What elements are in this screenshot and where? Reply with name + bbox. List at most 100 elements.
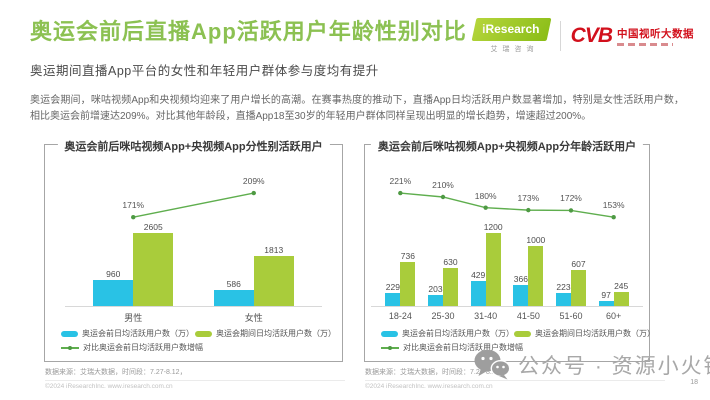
trend-point (440, 194, 446, 200)
plot-area: 229 736 18-24 203 630 25-30 429 1200 31-40 366 100… (371, 173, 643, 321)
trend-point (251, 190, 256, 196)
legend-label: 对比奥运会前日均活跃用户数增幅 (83, 343, 203, 352)
axis-category-label: 51-60 (559, 311, 583, 321)
age-chart-box: 奥运会前后咪咕视频App+央视频App分年龄活跃用户 229 736 18-24 20… (364, 138, 655, 362)
footer-divider (45, 380, 345, 381)
bar-value-label: 1000 (526, 234, 546, 245)
bar (556, 293, 571, 307)
cvb-logo: CVB 中国视听大数据 (571, 24, 694, 48)
bar (400, 261, 416, 307)
logo-divider (559, 21, 561, 51)
bar-value-label: 366 (513, 273, 528, 284)
page-number: 18 (690, 379, 698, 386)
trend-point (568, 208, 574, 213)
legend-label: 奥运会前日均活跃用户数（万） (82, 329, 194, 338)
bar-value-label: 223 (556, 282, 571, 293)
line-value-label: 172% (560, 193, 582, 204)
trend-line (398, 190, 616, 220)
data-source-note: 数据来源：艾瑞大数据，时间段：7.27-8.12， (365, 369, 507, 376)
line-value-label: 173% (517, 193, 540, 204)
bar-value-label: 429 (471, 269, 486, 280)
bar-value-label: 1200 (483, 222, 503, 233)
watermark: 公众号 · 资源小火锅 (474, 349, 710, 380)
cvb-logo-subtext: 中国视听大数据 (617, 28, 694, 40)
watermark-text: 公众号 · 资源小火锅 (518, 354, 710, 378)
green-swatch-icon (195, 330, 212, 337)
trend-point (526, 207, 531, 213)
bar (93, 279, 134, 307)
bar (133, 233, 174, 307)
legend-label: 对比奥运会前日均活跃用户数增幅 (403, 343, 523, 352)
blue-swatch-icon (61, 330, 78, 337)
copyright-note: ©2024 iResearchInc. www.iresearch.com.cn (365, 383, 493, 390)
bar-value-label: 1813 (264, 244, 284, 255)
bar (485, 233, 501, 307)
axis-category-label: 18-24 (388, 311, 412, 321)
legend-item-growth: 对比奥运会前日均活跃用户数增幅 (381, 342, 523, 353)
legend-label: 奥运会期间日均活跃用户数（万） (216, 329, 336, 338)
legend-item-pre: 奥运会前日均活跃用户数（万） (381, 328, 514, 339)
line-value-label: 153% (602, 200, 625, 211)
bar (443, 268, 458, 307)
cvb-logo-text: CVB (570, 24, 613, 47)
legend-item-pre: 奥运会前日均活跃用户数（万） (61, 328, 195, 339)
bar (528, 245, 544, 307)
legend-item-during: 奥运会期间日均活跃用户数（万） (514, 328, 655, 339)
iresearch-logo: iResearch 艾瑞咨询 (471, 18, 553, 54)
iresearch-logo-subtext: 艾瑞咨询 (490, 46, 539, 53)
bar-value-label: 245 (614, 280, 629, 291)
bar-value-label: 97 (601, 290, 611, 301)
age-chart-title: 奥运会前后咪咕视频App+央视频App分年龄活跃用户 (370, 138, 644, 154)
bar-value-label: 960 (106, 268, 121, 279)
trend-line (131, 190, 256, 220)
axis-category-label: 女性 (244, 313, 263, 323)
wechat-icon (474, 349, 510, 380)
footer-right: 数据来源：艾瑞大数据，时间段：7.27-8.12， ©2024 iResearc… (365, 367, 665, 390)
line-value-label: 221% (389, 176, 412, 187)
trend-point (483, 205, 488, 210)
trend-line-swatch-icon (381, 344, 399, 352)
line-value-label: 210% (432, 180, 454, 191)
line-value-label: 171% (122, 200, 145, 211)
axis-category-label: 25-30 (431, 311, 455, 321)
bar (598, 301, 614, 307)
legend-item-during: 奥运会期间日均活跃用户数（万） (195, 328, 336, 339)
axis-category-label: 60+ (606, 311, 622, 321)
footer-left: 数据来源：艾瑞大数据，时间段：7.27-8.12， ©2024 iResearc… (45, 367, 345, 390)
bar-value-label: 607 (571, 258, 586, 269)
copyright-note: ©2024 iResearchInc. www.iresearch.com.cn (45, 383, 173, 390)
bar-value-label: 2605 (143, 222, 163, 233)
iresearch-logo-text: iResearch (482, 22, 540, 36)
line-value-label: 209% (242, 176, 265, 187)
legend-label: 奥运会前日均活跃用户数（万） (402, 329, 514, 338)
blue-swatch-icon (381, 330, 398, 337)
trend-point (131, 215, 136, 220)
axis-category-label: 31-40 (474, 311, 498, 321)
gender-chart-box: 奥运会前后咪咕视频App+央视频App分性别活跃用户 960 2605 男性 586 1… (44, 138, 343, 362)
bar-value-label: 229 (385, 281, 400, 292)
bar (253, 255, 294, 307)
bar (613, 291, 629, 307)
bar-value-label: 736 (400, 250, 415, 261)
cvb-tagline-marks (617, 43, 673, 46)
bar-value-label: 203 (428, 283, 443, 294)
trend-line-swatch-icon (61, 344, 79, 352)
data-source-note: 数据来源：艾瑞大数据，时间段：7.27-8.12， (45, 369, 187, 376)
page-title: 奥运会前后直播App活跃用户年龄性别对比 (30, 19, 467, 44)
bar (513, 284, 529, 307)
age-chart-legend: 奥运会前日均活跃用户数（万） 奥运会期间日均活跃用户数（万） 对比奥运会前日均活… (381, 325, 655, 353)
plot-area: 960 2605 男性 586 1813 女性 171% 209% (65, 173, 322, 323)
axis-category-label: 41-50 (516, 311, 540, 321)
gender-chart-title: 奥运会前后咪咕视频App+央视频App分性别活跃用户 (57, 138, 330, 154)
footer-divider (365, 380, 665, 381)
axis-category-label: 男性 (124, 313, 143, 323)
legend-label: 奥运会期间日均活跃用户数（万） (535, 329, 655, 338)
legend-item-growth: 对比奥运会前日均活跃用户数增幅 (61, 342, 203, 353)
subtitle: 奥运期间直播App平台的女性和年轻用户群体参与度均有提升 (30, 64, 379, 78)
bar (428, 294, 443, 307)
gender-chart-legend: 奥运会前日均活跃用户数（万） 奥运会期间日均活跃用户数（万） 对比奥运会前日均活… (61, 325, 336, 353)
trend-point (611, 215, 616, 220)
bar-value-label: 630 (443, 257, 458, 268)
bar (385, 292, 401, 307)
